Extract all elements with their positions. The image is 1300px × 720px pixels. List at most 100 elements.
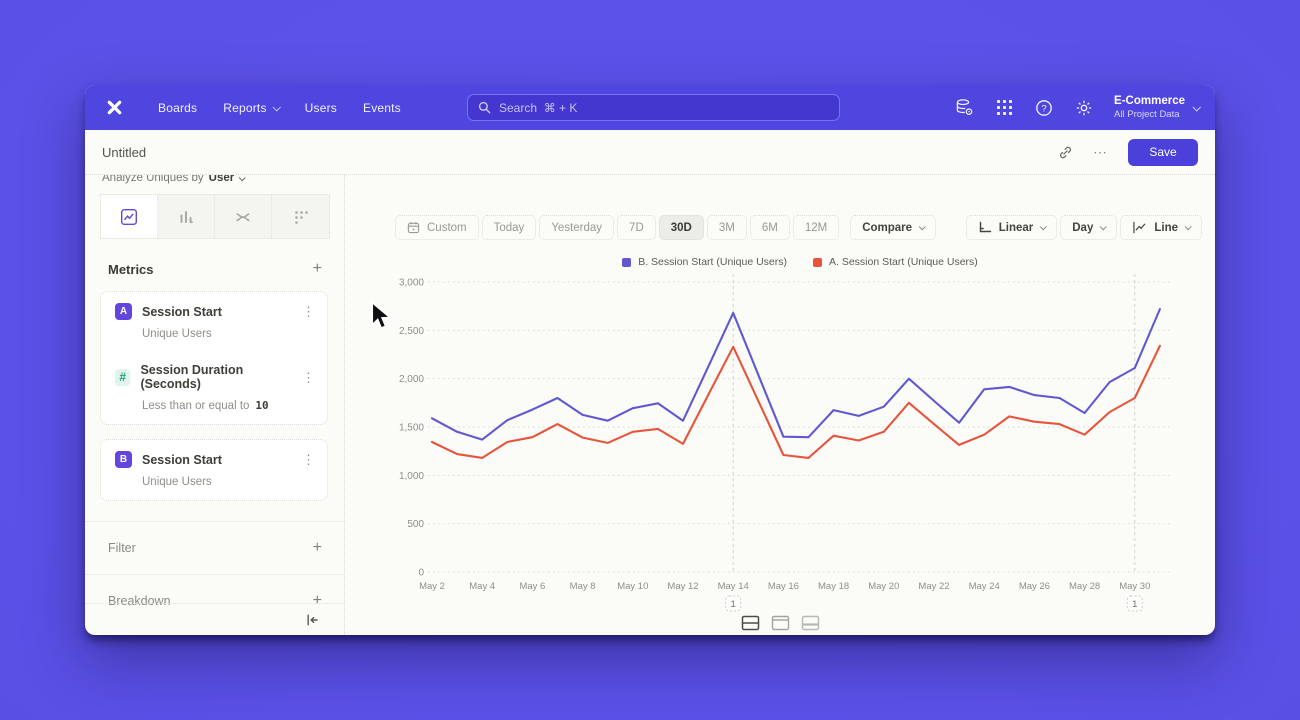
calendar-icon (407, 221, 420, 234)
save-button[interactable]: Save (1128, 138, 1198, 166)
date-range-3m-button[interactable]: 3M (706, 215, 747, 240)
chart-type-label: Line (1154, 221, 1178, 234)
add-breakdown-button[interactable]: + (312, 592, 322, 609)
filter-value[interactable]: 10 (255, 399, 269, 412)
metric-item[interactable]: B Session Start ⋮ Unique Users (101, 440, 327, 500)
app-window: Boards Reports Users Events ? (85, 85, 1215, 635)
nav-item-label: Boards (158, 100, 198, 115)
metric-menu-button[interactable]: ⋮ (302, 452, 315, 467)
analyze-value: User (208, 175, 235, 184)
date-range-7d-button[interactable]: 7D (617, 215, 656, 240)
date-range-custom-button[interactable]: Custom (395, 215, 479, 240)
view-layout-toggles (345, 615, 1215, 631)
svg-text:May 24: May 24 (969, 581, 1000, 592)
date-range-6m-button[interactable]: 6M (749, 215, 790, 240)
svg-text:May 20: May 20 (868, 581, 899, 592)
granularity-selector-button[interactable]: Day (1060, 215, 1118, 240)
date-range-label: 3M (718, 221, 735, 234)
svg-text:May 14: May 14 (718, 581, 749, 592)
metric-group-card[interactable]: A Session Start ⋮ Unique Users # Session… (100, 291, 328, 425)
help-icon[interactable]: ? (1034, 98, 1054, 118)
line-chart[interactable]: 0 500 1,000 1,500 2,000 2,500 3,000 May 2 May 4 M… (350, 270, 1210, 625)
legend-swatch (813, 257, 822, 267)
metric-card[interactable]: B Session Start ⋮ Unique Users (100, 439, 328, 501)
add-filter-button[interactable]: + (312, 539, 322, 556)
metric-subtitle[interactable]: Unique Users (142, 476, 315, 488)
svg-text:1: 1 (731, 599, 736, 610)
search-input[interactable] (499, 100, 829, 115)
nav-item-label: Reports (223, 100, 267, 115)
date-range-label: 7D (629, 221, 644, 234)
project-subtitle: All Project Data (1114, 108, 1180, 120)
svg-text:May 28: May 28 (1069, 581, 1100, 592)
svg-text:500: 500 (407, 519, 424, 530)
scale-label: Linear (998, 221, 1034, 234)
tab-retention[interactable] (272, 195, 329, 238)
search-bar[interactable] (467, 94, 840, 121)
chart-type-selector-button[interactable]: Line (1120, 215, 1202, 240)
scale-selector-button[interactable]: Linear (965, 215, 1058, 240)
share-link-icon[interactable] (1058, 145, 1073, 160)
date-range-12m-button[interactable]: 12M (792, 215, 840, 240)
data-management-icon[interactable] (954, 98, 974, 118)
date-range-30d-button[interactable]: 30D (658, 215, 704, 240)
mixpanel-logo-icon[interactable] (101, 95, 127, 121)
metric-filter-item[interactable]: # Session Duration (Seconds) ⋮ Less than… (101, 352, 327, 424)
date-range-label: 6M (761, 221, 778, 234)
chart-svg: 0 500 1,000 1,500 2,000 2,500 3,000 May 2 May 4 M… (399, 274, 1170, 612)
svg-text:3,000: 3,000 (399, 278, 424, 289)
svg-text:2,000: 2,000 (399, 374, 424, 385)
metric-menu-button[interactable]: ⋮ (302, 304, 315, 319)
visualization-tabs (100, 194, 330, 239)
chart-legend: B. Session Start (Unique Users) A. Sessi… (345, 256, 1215, 268)
analyze-uniques-selector[interactable]: Analyze Uniques by User (102, 175, 344, 184)
svg-text:2,500: 2,500 (399, 326, 424, 337)
chevron-down-icon (918, 223, 926, 231)
tab-bar-chart[interactable] (158, 195, 215, 238)
svg-text:1,500: 1,500 (399, 423, 424, 434)
svg-text:May 4: May 4 (469, 581, 495, 592)
svg-text:May 6: May 6 (519, 581, 545, 592)
metric-menu-button[interactable]: ⋮ (302, 369, 315, 385)
nav-item-events[interactable]: Events (350, 93, 414, 123)
legend-item-series-b[interactable]: B. Session Start (Unique Users) (622, 256, 787, 268)
filter-section: Filter + (85, 521, 344, 574)
nav-item-users[interactable]: Users (292, 93, 350, 123)
settings-gear-icon[interactable] (1074, 98, 1094, 118)
project-selector[interactable]: E-Commerce All Project Data (1114, 94, 1201, 120)
metric-title: Session Start (142, 304, 222, 319)
add-metric-button[interactable]: + (312, 260, 322, 277)
metric-item[interactable]: A Session Start ⋮ Unique Users (101, 292, 327, 352)
nav-item-boards[interactable]: Boards (145, 93, 210, 123)
apps-grid-icon[interactable] (994, 98, 1014, 118)
axis-scale-icon (978, 221, 992, 234)
tab-insights-line[interactable] (101, 195, 158, 238)
split-view-toggle-icon[interactable] (741, 615, 760, 631)
chart-view-toggle-icon[interactable] (771, 615, 790, 631)
more-options-button[interactable]: ⋯ (1093, 143, 1108, 160)
tab-flows[interactable] (215, 195, 272, 238)
metric-subtitle[interactable]: Less than or equal to 10 (142, 399, 315, 412)
nav-right-cluster: ? E-Commerce All Project Data (954, 94, 1201, 120)
compare-button[interactable]: Compare (850, 215, 937, 240)
legend-item-series-a[interactable]: A. Session Start (Unique Users) (813, 256, 978, 268)
date-range-today-button[interactable]: Today (481, 215, 537, 240)
legend-label: B. Session Start (Unique Users) (638, 256, 787, 268)
breakdown-section: Breakdown + (85, 574, 344, 627)
metric-subtitle[interactable]: Unique Users (142, 328, 315, 340)
search-icon (478, 101, 491, 114)
chevron-down-icon (1192, 102, 1201, 112)
number-property-icon: # (115, 368, 131, 386)
date-range-label: 30D (670, 221, 692, 234)
table-view-toggle-icon[interactable] (801, 615, 820, 631)
metrics-section-header: Metrics + (108, 261, 322, 277)
report-titlebar: Untitled ⋯ Save (85, 130, 1215, 175)
chevron-down-icon (272, 102, 281, 112)
date-range-label: Custom (427, 221, 467, 234)
report-title[interactable]: Untitled (102, 144, 147, 160)
collapse-sidebar-icon[interactable] (305, 613, 319, 627)
date-range-yesterday-button[interactable]: Yesterday (539, 215, 615, 240)
granularity-label: Day (1072, 221, 1094, 234)
nav-item-reports[interactable]: Reports (210, 93, 291, 123)
